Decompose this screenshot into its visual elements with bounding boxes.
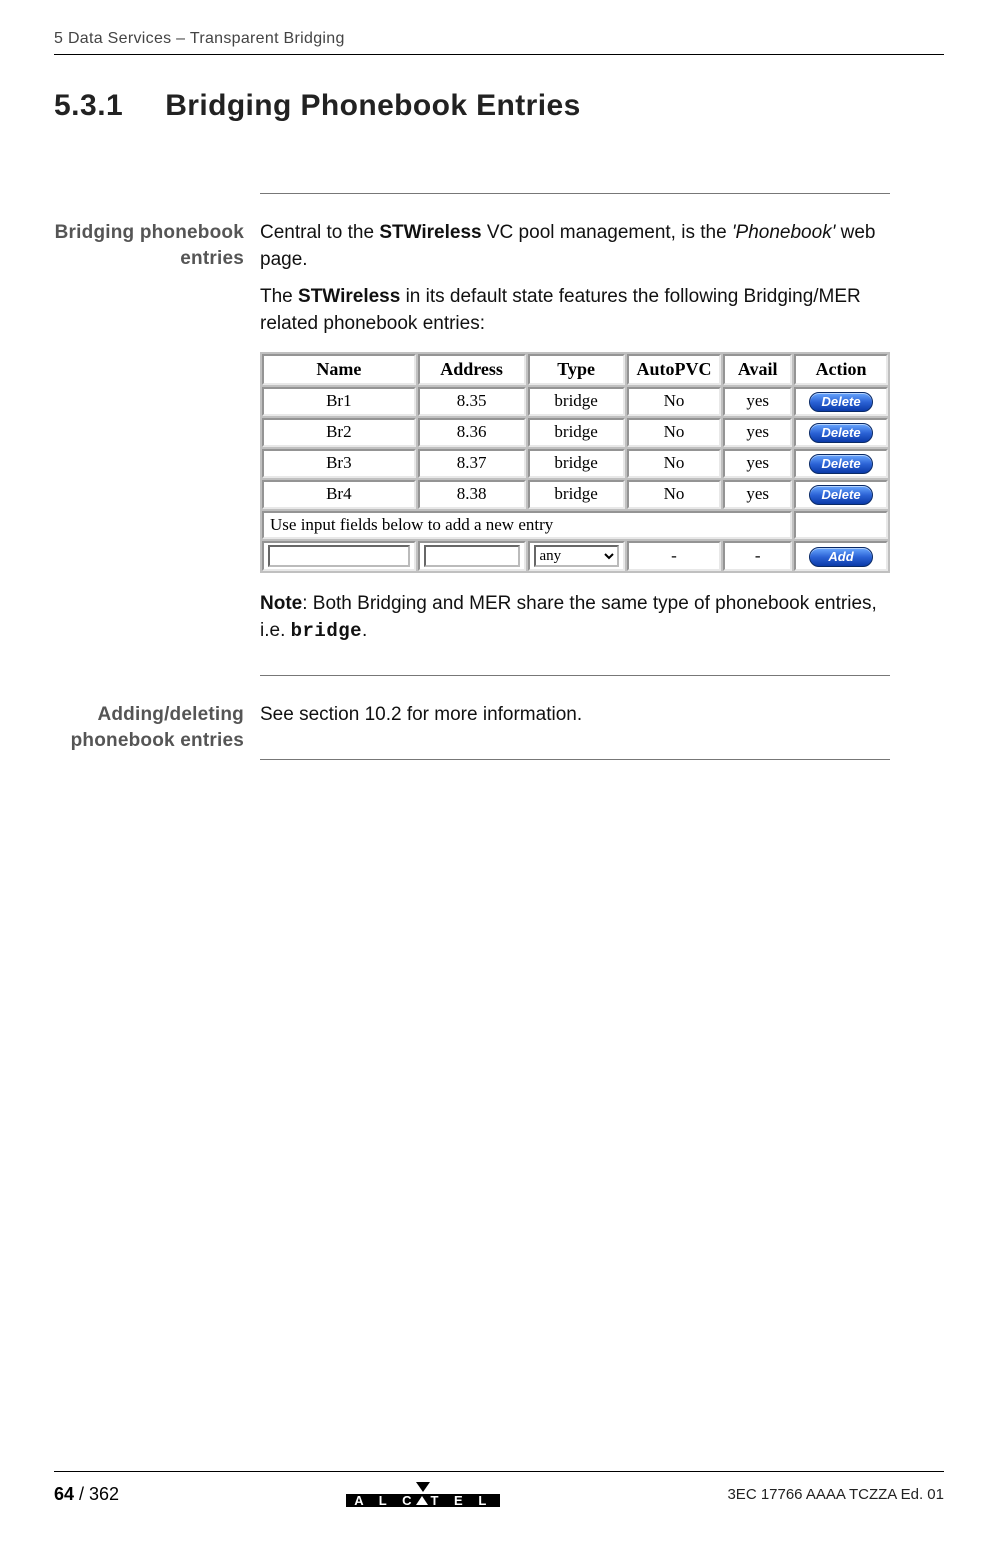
cell-address: 8.35 [418,387,526,416]
cell-address: 8.38 [418,480,526,509]
cell-autopvc: - [627,541,722,572]
text: Central to the [260,222,379,243]
triangle-down-icon [416,1482,430,1492]
paragraph: See section 10.2 for more information. [260,702,890,729]
side-heading-adding: Adding/deleting phonebook entries [54,702,244,753]
cell-avail: yes [723,480,792,509]
table-add-row: any - - Add [262,541,888,572]
chapter-text: Bridging Phonebook Entries [165,89,580,123]
side-heading-line: Bridging phonebook [55,222,244,243]
cell-type: bridge [528,387,625,416]
delete-button[interactable]: Delete [809,454,873,474]
running-head: 5 Data Services – Transparent Bridging [54,30,944,48]
text-bold: STWireless [298,286,400,307]
cell-input-type: any [528,541,625,572]
col-action: Action [794,354,888,385]
cell-input-name [262,541,416,572]
side-heading-line: phonebook entries [71,730,244,751]
chapter-number: 5.3.1 [54,89,123,123]
cell-autopvc: No [627,449,722,478]
text: . [362,620,367,641]
cell-name: Br3 [262,449,416,478]
delete-button[interactable]: Delete [809,485,873,505]
section-rule-1 [260,193,890,194]
logo-bar: A L C T E L [346,1494,500,1507]
paragraph: The STWireless in its default state feat… [260,284,890,338]
cell-autopvc: No [627,387,722,416]
col-type: Type [528,354,625,385]
table-header-row: Name Address Type AutoPVC Avail Action [262,354,888,385]
table-hint-row: Use input fields below to add a new entr… [262,511,888,539]
section-bridging-phonebook: Bridging phonebook entries Central to th… [260,220,890,645]
side-heading-line: Adding/deleting [97,704,244,725]
hint-empty [794,511,888,539]
hint-text: Use input fields below to add a new entr… [262,511,792,539]
cell-action: Delete [794,418,888,447]
delete-button[interactable]: Delete [809,392,873,412]
document-id: 3EC 17766 AAAA TCZZA Ed. 01 [727,1486,944,1503]
name-input[interactable] [268,545,410,567]
cell-name: Br2 [262,418,416,447]
page-number: 64 / 362 [54,1484,119,1505]
phonebook-table: Name Address Type AutoPVC Avail Action B… [260,352,890,574]
cell-name: Br1 [262,387,416,416]
note-paragraph: Note: Both Bridging and MER share the sa… [260,591,890,645]
code-text: bridge [291,620,362,642]
page-footer: 64 / 362 A L C T E L 3EC 17766 AAAA TCZZ… [54,1471,944,1507]
cell-autopvc: No [627,418,722,447]
footer-rule [54,1471,944,1472]
cell-avail: yes [723,387,792,416]
text: VC pool management, is the [482,222,732,243]
text-italic: 'Phonebook' [732,222,835,243]
side-heading-bridging: Bridging phonebook entries [54,220,244,271]
cell-action: Delete [794,480,888,509]
col-name: Name [262,354,416,385]
section-rule-3 [260,759,890,760]
cell-type: bridge [528,449,625,478]
cell-avail: yes [723,418,792,447]
alcatel-logo: A L C T E L [346,1482,500,1507]
table-row: Br2 8.36 bridge No yes Delete [262,418,888,447]
table-row: Br1 8.35 bridge No yes Delete [262,387,888,416]
text-bold: STWireless [379,222,481,243]
cell-address: 8.36 [418,418,526,447]
col-address: Address [418,354,526,385]
table-row: Br4 8.38 bridge No yes Delete [262,480,888,509]
section-rule-2 [260,675,890,676]
cell-address: 8.37 [418,449,526,478]
cell-type: bridge [528,418,625,447]
cell-action: Delete [794,387,888,416]
note-label: Note [260,593,302,614]
page-current: 64 [54,1484,74,1504]
cell-input-address [418,541,526,572]
section-adding-deleting: Adding/deleting phonebook entries See se… [260,702,890,729]
col-avail: Avail [723,354,792,385]
text: The [260,286,298,307]
col-autopvc: AutoPVC [627,354,722,385]
cell-name: Br4 [262,480,416,509]
cell-avail: - [723,541,792,572]
triangle-up-icon [416,1496,428,1505]
cell-type: bridge [528,480,625,509]
logo-triangle-icon: A L C T E L [346,1482,500,1507]
delete-button[interactable]: Delete [809,423,873,443]
cell-action: Delete [794,449,888,478]
cell-autopvc: No [627,480,722,509]
chapter-title: 5.3.1 Bridging Phonebook Entries [54,89,944,123]
paragraph: Central to the STWireless VC pool manage… [260,220,890,274]
cell-action: Add [794,541,888,572]
cell-avail: yes [723,449,792,478]
header-rule [54,54,944,55]
table-row: Br3 8.37 bridge No yes Delete [262,449,888,478]
side-heading-line: entries [180,248,244,269]
add-button[interactable]: Add [809,547,873,567]
page-total: / 362 [74,1484,119,1504]
address-input[interactable] [424,545,520,567]
type-select[interactable]: any [534,545,619,567]
